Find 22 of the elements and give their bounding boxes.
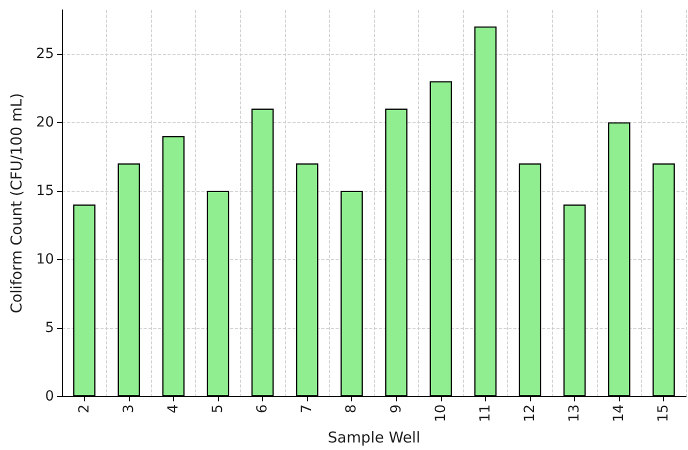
x-tick-label: 3 [120,404,137,414]
y-tick-label: 15 [36,182,54,199]
x-tick-label: 9 [388,404,404,414]
x-tick-label: 4 [165,404,182,414]
x-tick-label: 14 [611,404,628,422]
x-tick-label: 11 [477,404,494,422]
x-tick-label: 5 [210,404,226,414]
x-axis-title: Sample Well [328,428,420,446]
x-tick-label: 15 [656,404,672,422]
x-tick-label: 13 [566,404,583,422]
y-tick-label: 10 [36,251,54,268]
y-tick-label: 20 [36,114,54,130]
y-tick-label: 25 [36,46,54,62]
y-tick-label: 5 [45,320,54,336]
x-tick-label: 6 [254,404,271,414]
x-tick-label: 8 [344,404,360,414]
x-tick-label: 7 [299,404,316,414]
y-axis-title: Coliform Count (CFU/100 mL) [8,93,26,314]
x-tick-label: 12 [522,404,538,422]
x-tick-label: 2 [76,404,92,414]
x-tick-label: 10 [432,404,449,422]
y-tick-label: 0 [45,388,54,404]
